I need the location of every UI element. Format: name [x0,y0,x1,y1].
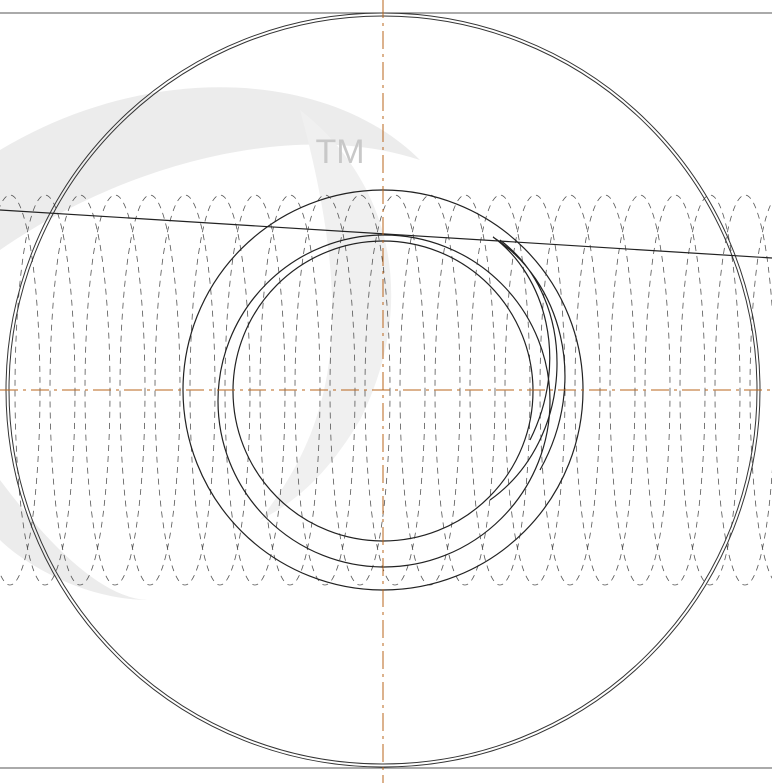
dashed-wave [679,194,741,586]
dashed-wave [714,194,772,586]
dashed-wave [609,194,671,586]
spiral-arc [489,236,566,501]
dashed-wave [434,194,496,586]
watermark-text: TM [315,133,364,171]
watermark-shape [260,110,392,520]
watermark-shape [0,87,420,600]
dashed-wave [84,194,146,586]
diagonal-line [0,209,772,259]
dashed-wave [154,194,216,586]
circle [217,234,551,568]
dashed-wave [364,194,426,586]
